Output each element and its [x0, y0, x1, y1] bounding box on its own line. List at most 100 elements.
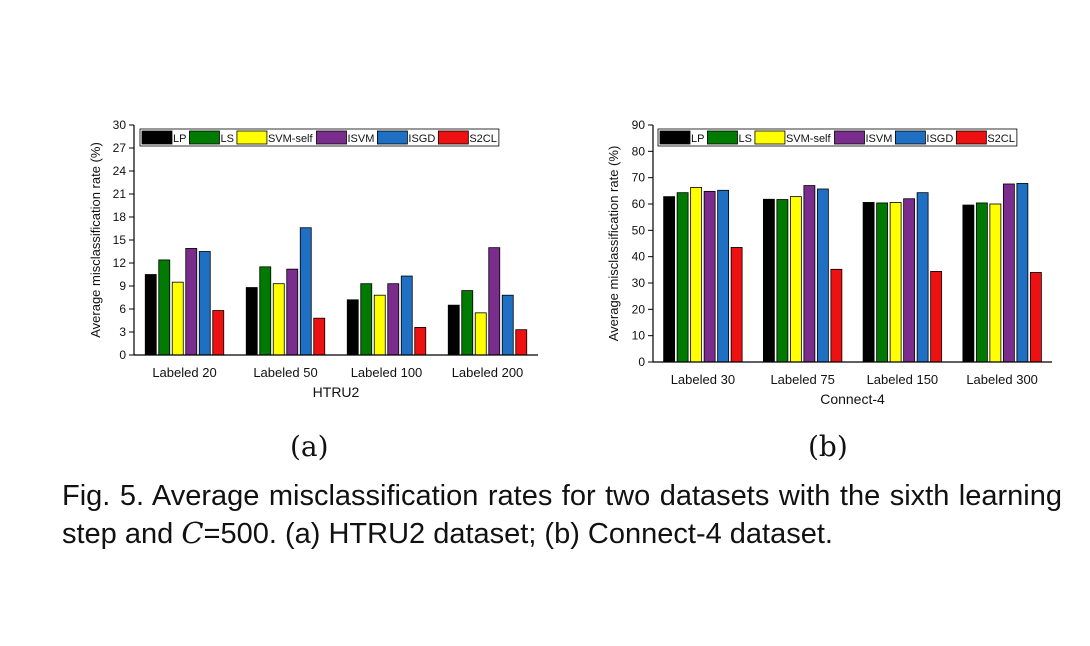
chart0-legend-swatch [141, 130, 173, 145]
chart1-bar [1002, 183, 1015, 363]
chart1-legend-swatch [895, 130, 926, 145]
chart0-legend-label: ISGD [408, 133, 435, 145]
chart0-bar [144, 274, 157, 356]
chart1-ytick-label: 20 [632, 302, 646, 316]
subfigure-label-a: (a) [290, 430, 329, 463]
chart1-bar [776, 199, 789, 363]
chart0-bar [447, 304, 460, 356]
chart0-ytick-label: 30 [113, 118, 127, 132]
chart0-legend-label: S2CL [469, 133, 497, 145]
chart1-bar [862, 202, 875, 363]
chart1-ytick-label: 10 [632, 329, 646, 343]
caption-text-1: Fig. 5. Average misclassification rates … [62, 480, 1062, 550]
chart1-bar [876, 202, 889, 363]
chart0-ytick-label: 6 [119, 302, 126, 316]
chart0-legend: LP LS SVM-self ISVM ISGD S2CL [139, 128, 500, 147]
chart0-bar [212, 310, 225, 356]
chart0-legend-swatch [377, 130, 408, 145]
chart1-bar [962, 204, 975, 363]
chart1-bar [803, 185, 816, 363]
chart0-bar [400, 275, 413, 356]
chart0-legend-label: LS [220, 133, 233, 145]
figure-caption: Fig. 5. Average misclassification rates … [62, 478, 1062, 553]
chart1-bar [703, 190, 716, 363]
chart1-legend-label: S2CL [987, 133, 1015, 145]
chart1-bar [989, 203, 1002, 363]
chart1-category-label: Labeled 30 [671, 372, 735, 387]
chart0-bar [171, 281, 184, 356]
chart0-bar [272, 283, 285, 356]
chart1-bar [930, 271, 943, 363]
chart0-bar [259, 266, 272, 356]
chart0-bar [346, 299, 359, 356]
chart0-bar [373, 294, 386, 356]
chart1-bar [762, 198, 775, 363]
chart1-bar [1029, 272, 1042, 363]
chart0-ytick-label: 15 [113, 233, 127, 247]
chart1-legend-frame [657, 128, 1018, 147]
chart1-legend-swatch [707, 130, 738, 145]
chart0-bar [461, 290, 474, 356]
chart1-bar [663, 196, 676, 363]
chart1-legend-swatch [955, 130, 987, 145]
chart0-ytick-label: 3 [119, 325, 126, 339]
chart0-bar [313, 317, 326, 356]
chart0-category-label: Labeled 100 [351, 365, 423, 380]
chart1-category-label: Labeled 150 [867, 372, 939, 387]
chart0-category-label: Labeled 50 [253, 365, 317, 380]
chart0-category-label: Labeled 200 [452, 365, 524, 380]
chart1-bar [789, 196, 802, 363]
chart1-bar [975, 202, 988, 363]
chart0-x-axis-title: HTRU2 [313, 384, 360, 400]
chart1-legend-label: ISVM [865, 133, 892, 145]
chart0-bar [474, 312, 487, 356]
chart1-ytick-label: 40 [632, 250, 646, 264]
chart0-bar [158, 259, 171, 356]
chart0-bar [286, 268, 299, 356]
chart0-ytick-label: 0 [119, 348, 126, 362]
chart1-ytick-label: 30 [632, 276, 646, 290]
chart1-bar [816, 188, 829, 363]
chart0-bar [501, 294, 514, 356]
chart0-bar [185, 248, 198, 356]
chart0-bar [515, 329, 528, 356]
chart1-legend-label: LS [738, 133, 751, 145]
chart1-y-axis-title: Average misclassification rate (%) [606, 146, 621, 342]
chart0-legend-swatch [437, 130, 469, 145]
chart1-ytick-label: 0 [638, 355, 645, 369]
chart1-bar [730, 247, 743, 363]
chart1-legend-label: LP [691, 133, 704, 145]
chart0-bar [414, 326, 427, 356]
chart1-category-label: Labeled 75 [770, 372, 834, 387]
chart0-bar [198, 251, 211, 356]
chart0-ytick-label: 9 [119, 279, 126, 293]
chart0-ytick-label: 27 [113, 141, 127, 155]
chart1-legend-swatch [834, 130, 865, 145]
chart0-bar [245, 287, 258, 356]
chart1-legend: LP LS SVM-self ISVM ISGD S2CL [657, 128, 1018, 147]
caption-variable: C [181, 516, 204, 550]
chart0-bar [387, 283, 400, 356]
chart0-legend-swatch [189, 130, 220, 145]
chart0-legend-frame [139, 128, 500, 147]
chart1-bar [916, 192, 929, 363]
chart0-ytick-label: 18 [113, 210, 127, 224]
chart1-bar [889, 202, 902, 363]
chart1-ytick-label: 60 [632, 197, 646, 211]
chart0-legend-swatch [236, 130, 268, 145]
chart0-ytick-label: 24 [113, 164, 127, 178]
chart0-ytick-label: 21 [113, 187, 127, 201]
chart1-legend-swatch [754, 130, 786, 145]
chart0-bar [299, 227, 312, 356]
chart-htru2: 0 3 6 9 12 15 18 21 24 27 30 Labeled 20 Labeled 50 La… [88, 118, 538, 400]
chart1-ytick-label: 90 [632, 118, 646, 132]
chart0-legend-label: SVM-self [268, 133, 314, 145]
chart1-bar [830, 268, 843, 363]
chart1-ytick-label: 50 [632, 223, 646, 237]
chart1-ytick-label: 80 [632, 144, 646, 158]
chart1-legend-label: SVM-self [786, 133, 832, 145]
chart0-bar [360, 283, 373, 356]
caption-text-2: =500. (a) HTRU2 dataset; (b) Connect-4 d… [203, 518, 833, 550]
chart1-bar [690, 187, 703, 363]
chart1-category-label: Labeled 300 [966, 372, 1038, 387]
